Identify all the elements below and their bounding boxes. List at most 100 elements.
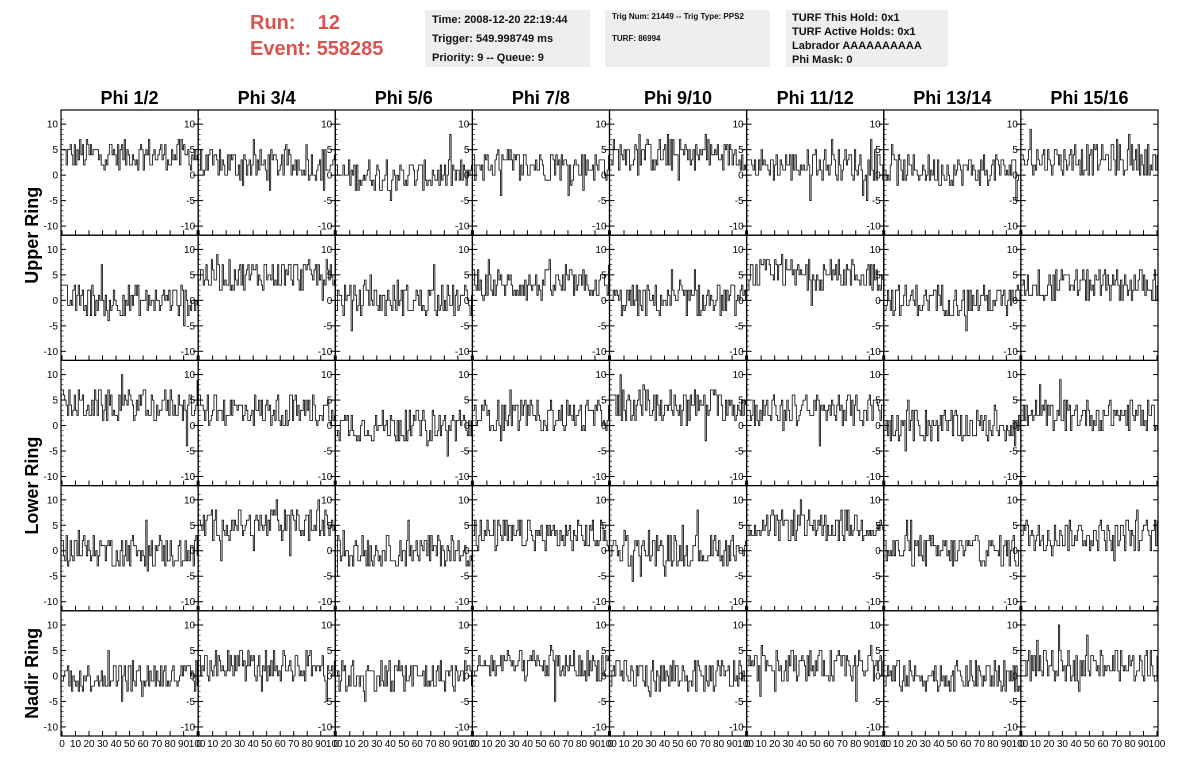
x-tick-label: 40 — [796, 739, 808, 750]
y-tick-label: 5 — [601, 270, 607, 281]
y-tick-label: 5 — [327, 646, 333, 657]
y-tick-label: -10 — [1003, 472, 1018, 483]
waveform-line — [884, 519, 1020, 567]
panel-frame — [334, 485, 473, 612]
panel-frame — [746, 109, 885, 236]
x-tick-label: 50 — [947, 739, 959, 750]
run-value: 12 — [317, 12, 341, 34]
y-tick-label: 10 — [458, 245, 470, 256]
y-tick-label: -5 — [598, 572, 607, 583]
y-tick-label: -10 — [592, 347, 607, 358]
panel-frame — [883, 234, 1022, 361]
y-tick-label: 5 — [738, 145, 744, 156]
panel-frame — [471, 485, 611, 612]
y-tick-label: -10 — [44, 722, 59, 733]
x-tick-label: 60 — [1097, 739, 1109, 750]
y-tick-label: 0 — [327, 671, 333, 682]
waveform-line — [884, 660, 1021, 692]
y-tick-label: 5 — [52, 521, 58, 532]
y-tick-label: 5 — [1012, 396, 1018, 407]
x-tick-label: 20 — [221, 739, 233, 750]
y-tick-label: -5 — [460, 697, 469, 708]
x-tick-label: 90 — [727, 739, 739, 750]
y-tick-label: 5 — [190, 646, 196, 657]
x-tick-label: 20 — [769, 739, 781, 750]
column-header: Phi 7/8 — [512, 88, 570, 108]
x-tick-label: 30 — [234, 739, 246, 750]
y-tick-label: -10 — [181, 222, 196, 233]
x-tick-label: 10 — [893, 739, 905, 750]
y-tick-label: 10 — [1007, 120, 1019, 131]
y-tick-label: 10 — [184, 120, 196, 131]
waveform-line — [884, 284, 1021, 332]
y-tick-label: 5 — [601, 646, 607, 657]
y-tick-label: 5 — [738, 396, 744, 407]
y-tick-label: -5 — [1009, 697, 1018, 708]
y-tick-label: 0 — [327, 546, 333, 557]
y-tick-label: 5 — [1012, 145, 1018, 156]
x-tick-label: 20 — [358, 739, 370, 750]
x-tick-label: 40 — [1070, 739, 1082, 750]
y-tick-label: -10 — [866, 472, 881, 483]
phi-mask-text: Phi Mask: 0 — [792, 54, 853, 66]
waveform-line — [610, 134, 746, 181]
y-tick-label: 10 — [1007, 245, 1019, 256]
x-tick-label: 20 — [1043, 739, 1055, 750]
y-tick-label: -5 — [186, 447, 195, 458]
y-tick-label: 0 — [464, 671, 470, 682]
waveform-line — [336, 264, 472, 332]
y-tick-label: -10 — [729, 472, 744, 483]
x-tick-label: 70 — [562, 739, 574, 750]
ring-label: Nadir Ring — [22, 628, 42, 719]
column-header: Phi 3/4 — [238, 88, 296, 108]
y-tick-label: -10 — [866, 222, 881, 233]
panel-frame — [60, 610, 199, 737]
y-tick-label: 5 — [738, 521, 744, 532]
y-tick-label: 0 — [875, 671, 881, 682]
column-header: Phi 15/16 — [1050, 88, 1128, 108]
y-tick-label: 5 — [52, 270, 58, 281]
y-tick-label: 0 — [190, 546, 196, 557]
event-label: Event: — [250, 38, 312, 60]
x-tick-label: 10 — [756, 739, 768, 750]
y-tick-label: 0 — [190, 421, 196, 432]
y-tick-label: 0 — [601, 296, 607, 307]
y-tick-label: -10 — [318, 597, 333, 608]
y-tick-label: -10 — [318, 722, 333, 733]
panel-frame — [197, 359, 336, 487]
y-tick-label: -10 — [455, 347, 470, 358]
run-row: Run: 12 — [250, 10, 383, 36]
y-tick-label: 0 — [1012, 421, 1018, 432]
y-tick-label: 5 — [52, 646, 58, 657]
waveform-line — [747, 254, 884, 306]
y-tick-label: 10 — [184, 620, 196, 631]
y-tick-label: 10 — [733, 495, 745, 506]
y-tick-label: -5 — [186, 697, 195, 708]
y-tick-label: -10 — [455, 222, 470, 233]
x-tick-label: 90 — [452, 739, 464, 750]
y-tick-label: 5 — [875, 646, 881, 657]
y-tick-label: -5 — [735, 196, 744, 207]
x-tick-label: 60 — [960, 739, 972, 750]
x-tick-label: 80 — [1124, 739, 1136, 750]
x-tick-label: 70 — [288, 739, 300, 750]
y-tick-label: 10 — [1007, 495, 1019, 506]
time-text: Time: 2008-12-20 22:19:44 — [432, 14, 568, 26]
y-tick-label: 5 — [875, 521, 881, 532]
y-tick-label: 10 — [458, 495, 470, 506]
event-value: 558285 — [316, 38, 384, 60]
y-tick-label: 0 — [601, 671, 607, 682]
x-tick-label: 0 — [59, 739, 65, 750]
x-tick-label: 0 — [196, 739, 202, 750]
x-tick-label: 60 — [412, 739, 424, 750]
trigger-text: Trigger: 549.998749 ms — [432, 33, 554, 45]
y-tick-label: -5 — [735, 572, 744, 583]
run-label: Run: — [250, 12, 296, 34]
waveform-line — [747, 499, 884, 541]
x-tick-label: 40 — [385, 739, 397, 750]
x-tick-label: 60 — [275, 739, 287, 750]
y-tick-label: -5 — [598, 697, 607, 708]
x-tick-label: 100 — [1149, 739, 1166, 750]
y-tick-label: 0 — [464, 546, 470, 557]
x-tick-label: 80 — [987, 739, 999, 750]
